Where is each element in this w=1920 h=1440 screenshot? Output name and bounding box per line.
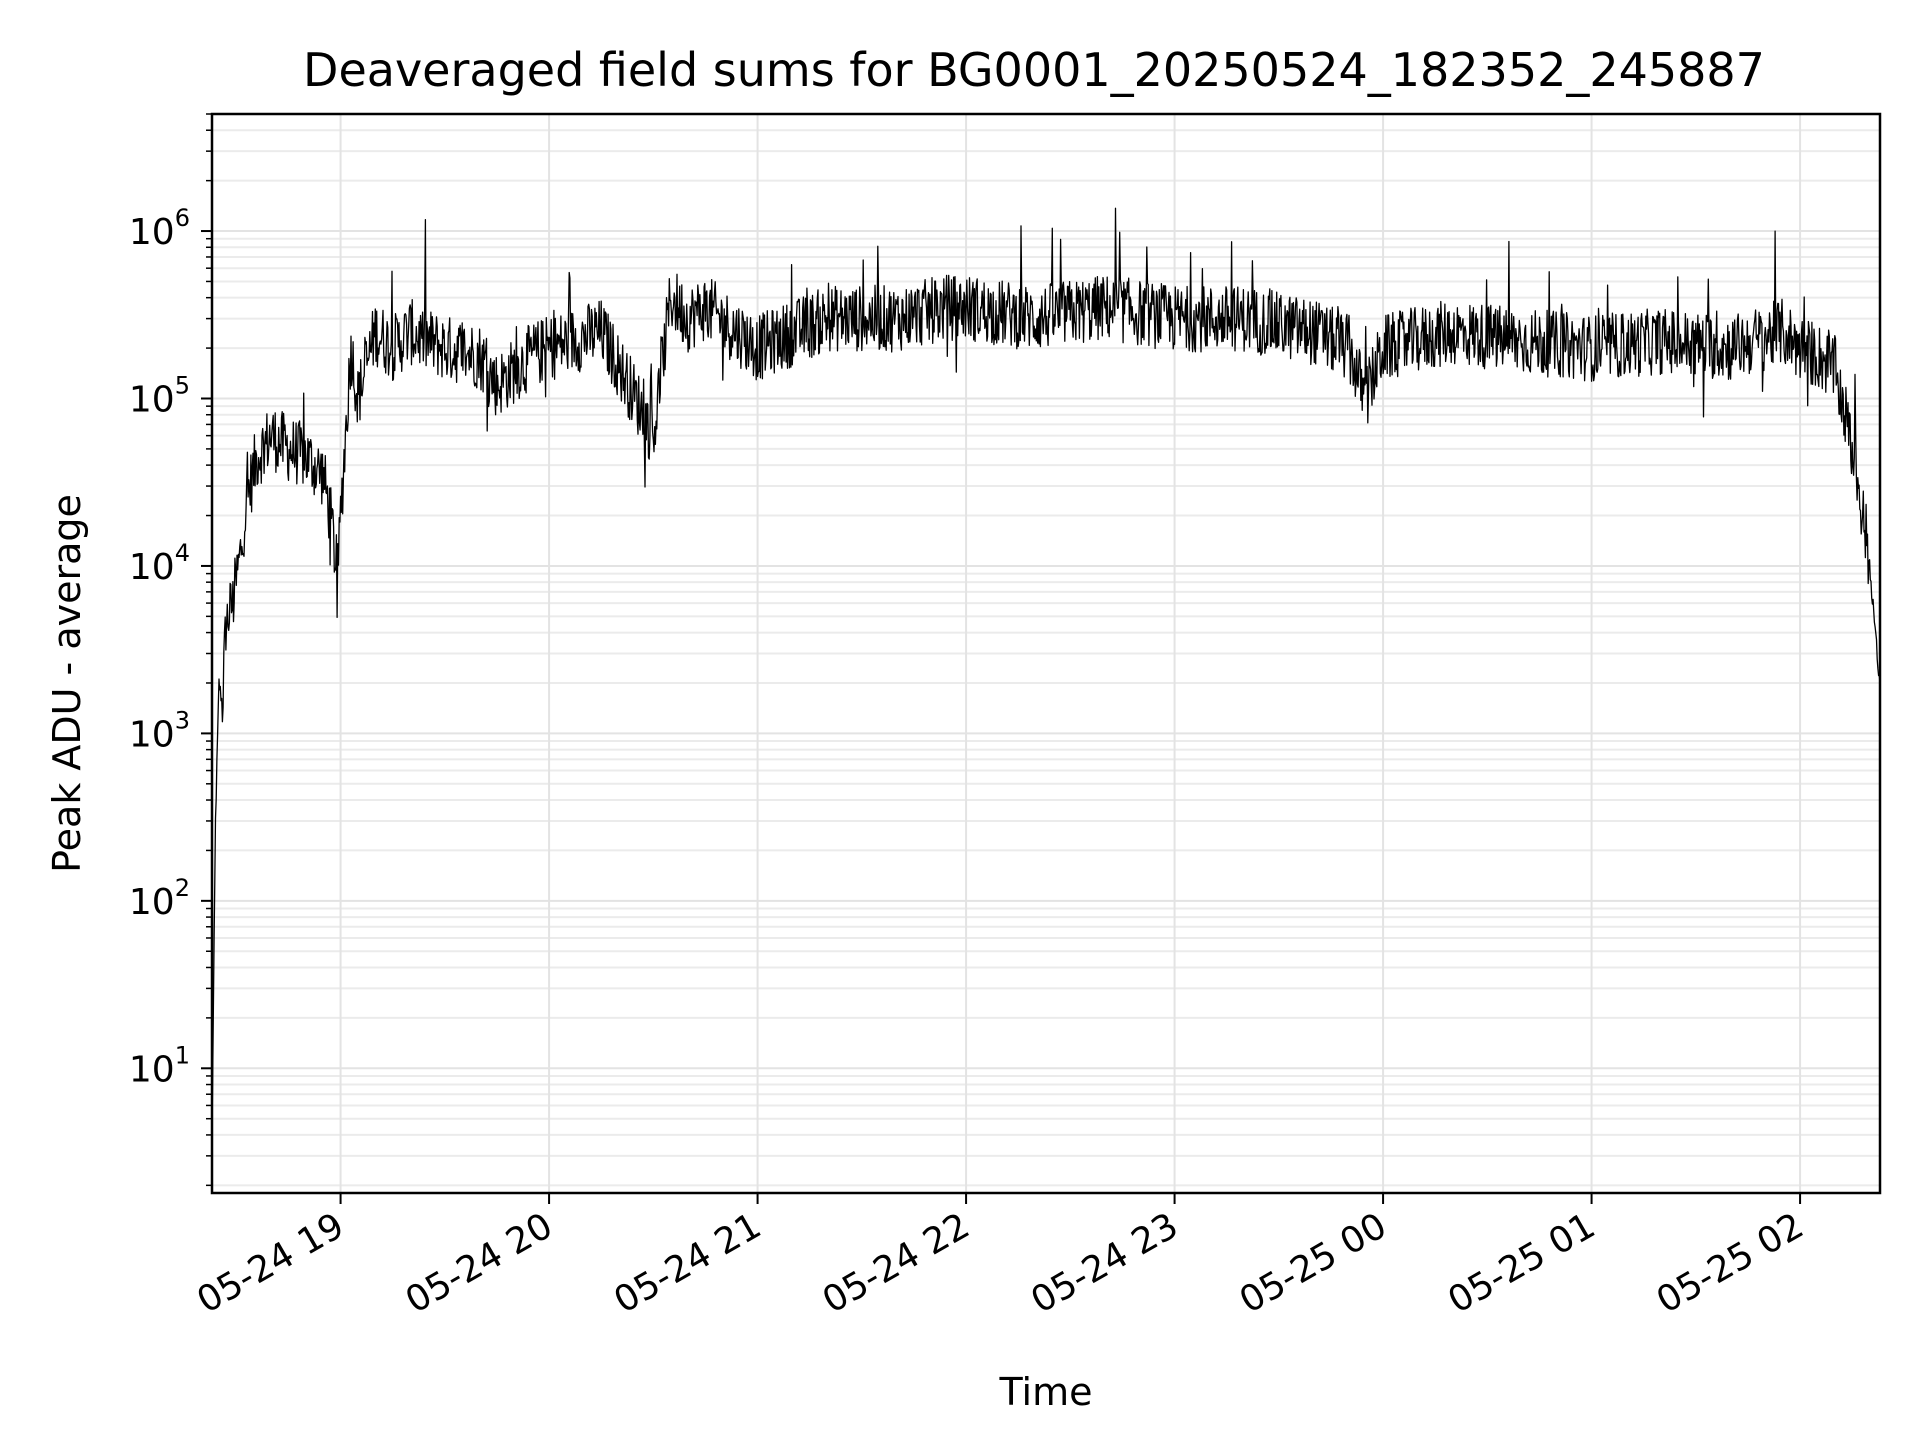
y-tick-label: 101 <box>129 1041 190 1090</box>
grid <box>212 113 1880 1193</box>
y-tick-label: 102 <box>129 874 190 923</box>
y-tick-label: 104 <box>129 539 190 588</box>
y-tick-label: 106 <box>129 204 190 253</box>
y-tick-label: 105 <box>129 371 190 420</box>
plot-frame <box>210 112 1882 1195</box>
chart-title: Deaveraged field sums for BG0001_2025052… <box>303 43 1765 97</box>
y-axis-label: Peak ADU - average <box>45 494 89 873</box>
series-line <box>211 207 1881 1133</box>
x-axis-label: Time <box>999 1370 1093 1414</box>
y-tick-label: 103 <box>129 706 190 755</box>
series-layer <box>211 207 1881 1133</box>
